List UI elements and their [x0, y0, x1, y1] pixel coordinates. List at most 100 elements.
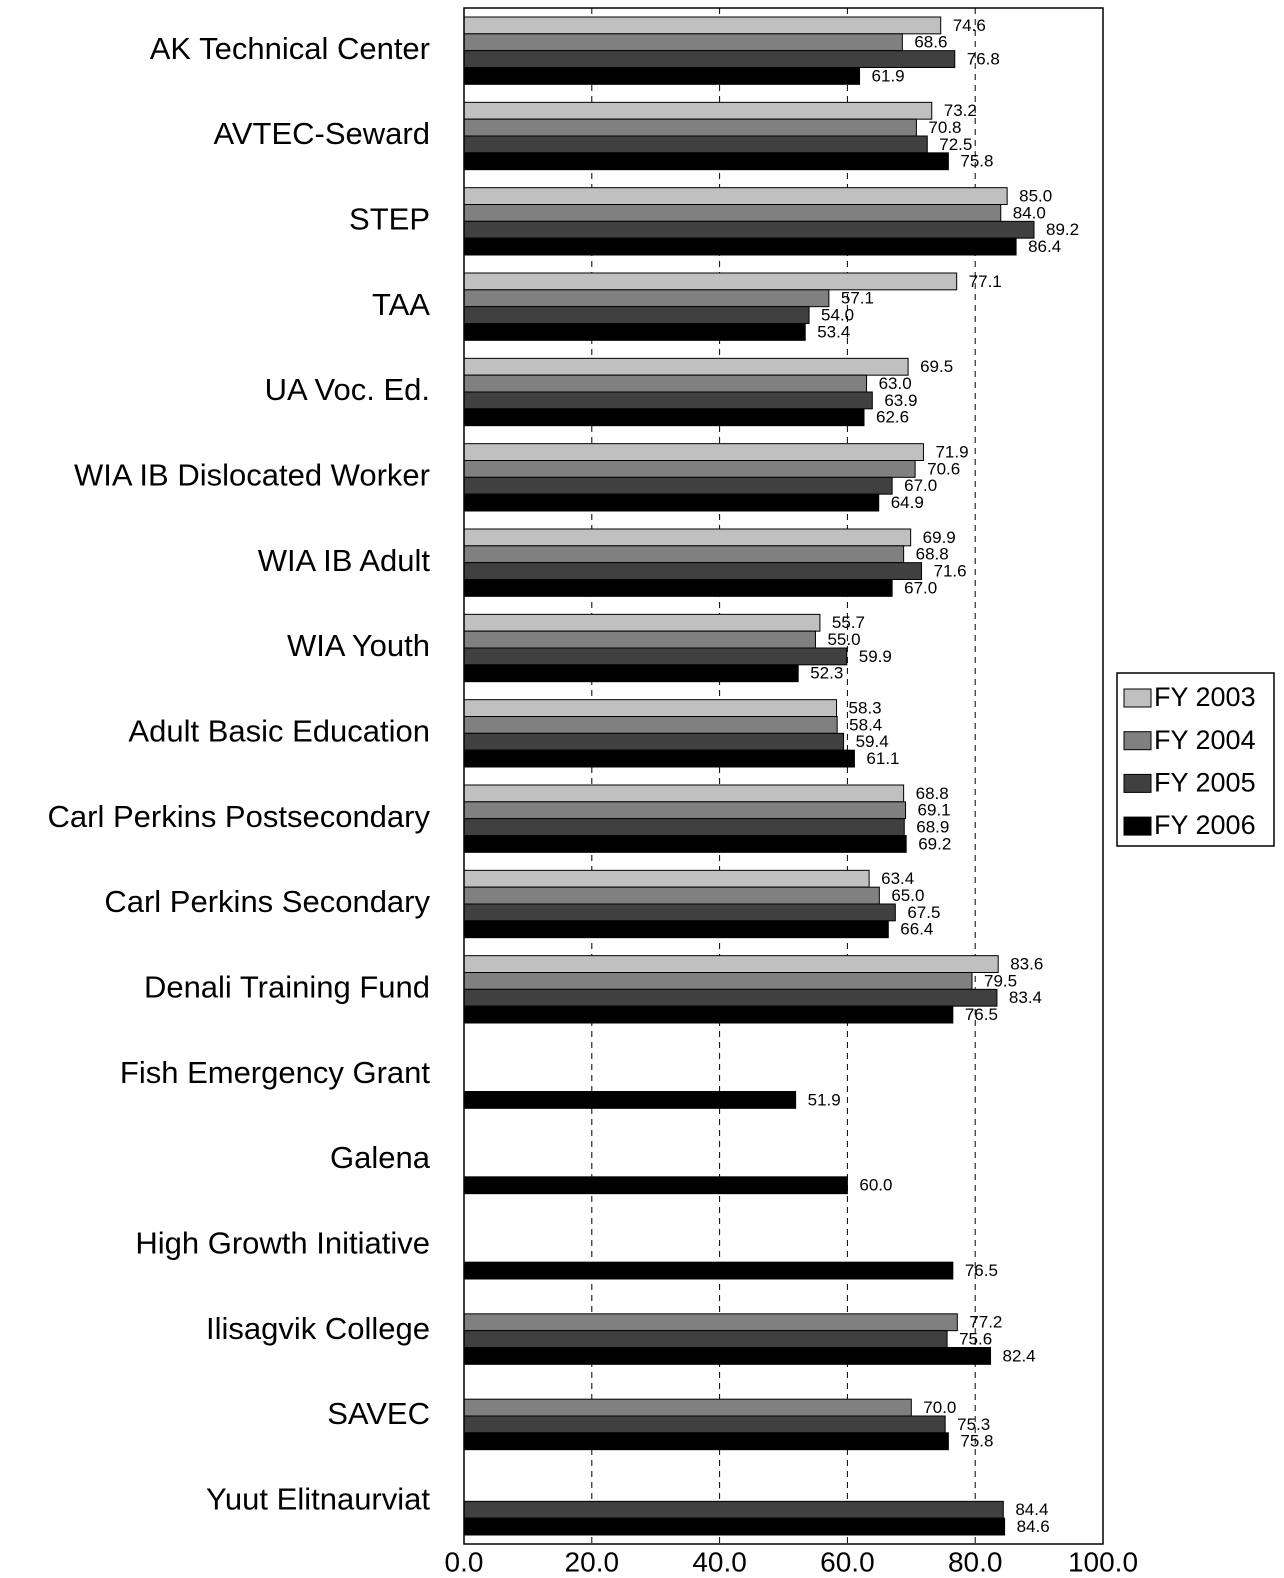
value-label: 59.9 [859, 647, 892, 666]
bar [463, 476, 893, 495]
category-label: STEP [349, 202, 430, 237]
value-label: 75.8 [960, 152, 993, 171]
value-label: 75.3 [957, 1415, 990, 1434]
value-label: 77.1 [969, 272, 1002, 291]
bar [463, 323, 806, 341]
bar [463, 33, 903, 52]
value-label: 75.6 [959, 1330, 992, 1349]
legend-label: FY 2003 [1154, 682, 1256, 712]
bar [463, 187, 1008, 206]
value-label: 55.0 [827, 630, 860, 649]
bar [463, 1432, 949, 1451]
value-label: 79.5 [984, 971, 1017, 990]
bar [463, 1005, 954, 1024]
category-label: TAA [372, 287, 430, 322]
bar [463, 67, 861, 85]
value-label: 72.5 [939, 135, 972, 154]
value-label: 69.1 [918, 801, 951, 820]
value-label: 85.0 [1019, 187, 1052, 206]
bar [463, 408, 865, 427]
bar [463, 1261, 954, 1280]
value-label: 68.6 [914, 33, 947, 52]
bar [463, 732, 845, 751]
category-label: Denali Training Fund [144, 970, 430, 1005]
value-label: 82.4 [1003, 1346, 1036, 1365]
value-label: 64.9 [891, 493, 924, 512]
category-label: AVTEC-Seward [214, 116, 431, 151]
value-label: 63.9 [884, 391, 917, 410]
value-label: 83.6 [1010, 955, 1043, 974]
value-label: 71.9 [935, 443, 968, 462]
bar [463, 579, 893, 597]
bar [463, 1176, 848, 1195]
bar [463, 784, 905, 803]
category-label: Carl Perkins Postsecondary [48, 799, 431, 834]
category-label: Ilisagvik College [206, 1311, 430, 1346]
legend-swatch [1123, 731, 1152, 751]
legend-swatch [1123, 688, 1152, 708]
bar [463, 460, 916, 478]
bar [463, 135, 928, 154]
value-label: 63.4 [881, 869, 914, 888]
bar [463, 920, 889, 939]
value-label: 60.0 [859, 1176, 892, 1195]
bar [463, 630, 816, 649]
legend-label: FY 2006 [1154, 810, 1256, 840]
bar [463, 16, 942, 35]
bar [463, 118, 917, 137]
value-label: 84.0 [1013, 203, 1046, 222]
value-label: 70.0 [923, 1398, 956, 1417]
category-label: SAVEC [327, 1396, 430, 1431]
legend-swatch [1123, 816, 1152, 836]
bar [463, 152, 949, 171]
value-label: 51.9 [808, 1090, 841, 1109]
value-label: 70.6 [927, 459, 960, 478]
bar [463, 988, 998, 1007]
category-label: High Growth Initiative [135, 1226, 430, 1261]
bar [463, 1347, 992, 1365]
bar [463, 306, 810, 324]
legend-label: FY 2004 [1154, 725, 1256, 755]
bar [463, 220, 1035, 239]
value-label: 69.9 [923, 528, 956, 547]
value-label: 63.0 [879, 374, 912, 393]
bar [463, 374, 868, 393]
value-label: 67.0 [904, 476, 937, 495]
x-tick-label: 20.0 [565, 1546, 620, 1577]
plot-frame [463, 7, 1104, 1545]
value-label: 68.8 [916, 545, 949, 564]
bar [463, 647, 848, 666]
bar [463, 818, 905, 837]
bar [463, 801, 907, 820]
value-label: 55.7 [832, 613, 865, 632]
value-label: 73.2 [944, 101, 977, 120]
category-label: AK Technical Center [150, 31, 430, 66]
bar [463, 562, 923, 581]
value-label: 53.4 [817, 322, 850, 341]
value-label: 68.8 [916, 784, 949, 803]
bar [463, 237, 1017, 256]
category-label: Adult Basic Education [128, 714, 430, 749]
bar [463, 204, 1002, 222]
value-label: 84.4 [1015, 1500, 1048, 1519]
bar [463, 443, 924, 461]
value-label: 71.6 [934, 562, 967, 581]
category-label: UA Voc. Ed. [265, 372, 430, 407]
bar [463, 1517, 1006, 1536]
bar [463, 493, 880, 512]
bar [463, 886, 880, 905]
value-label: 68.9 [916, 818, 949, 837]
category-label: WIA Youth [287, 628, 430, 663]
value-label: 76.5 [965, 1005, 998, 1024]
bar [463, 972, 973, 990]
bar [463, 613, 821, 632]
bar [463, 869, 870, 888]
category-label: Yuut Elitnaurviat [206, 1482, 430, 1517]
value-label: 89.2 [1046, 220, 1079, 239]
value-label: 58.4 [849, 715, 882, 734]
x-tick-label: 80.0 [948, 1546, 1003, 1577]
value-label: 74.6 [953, 16, 986, 35]
value-label: 58.3 [849, 699, 882, 718]
value-label: 83.4 [1009, 988, 1042, 1007]
bar [463, 1398, 912, 1417]
